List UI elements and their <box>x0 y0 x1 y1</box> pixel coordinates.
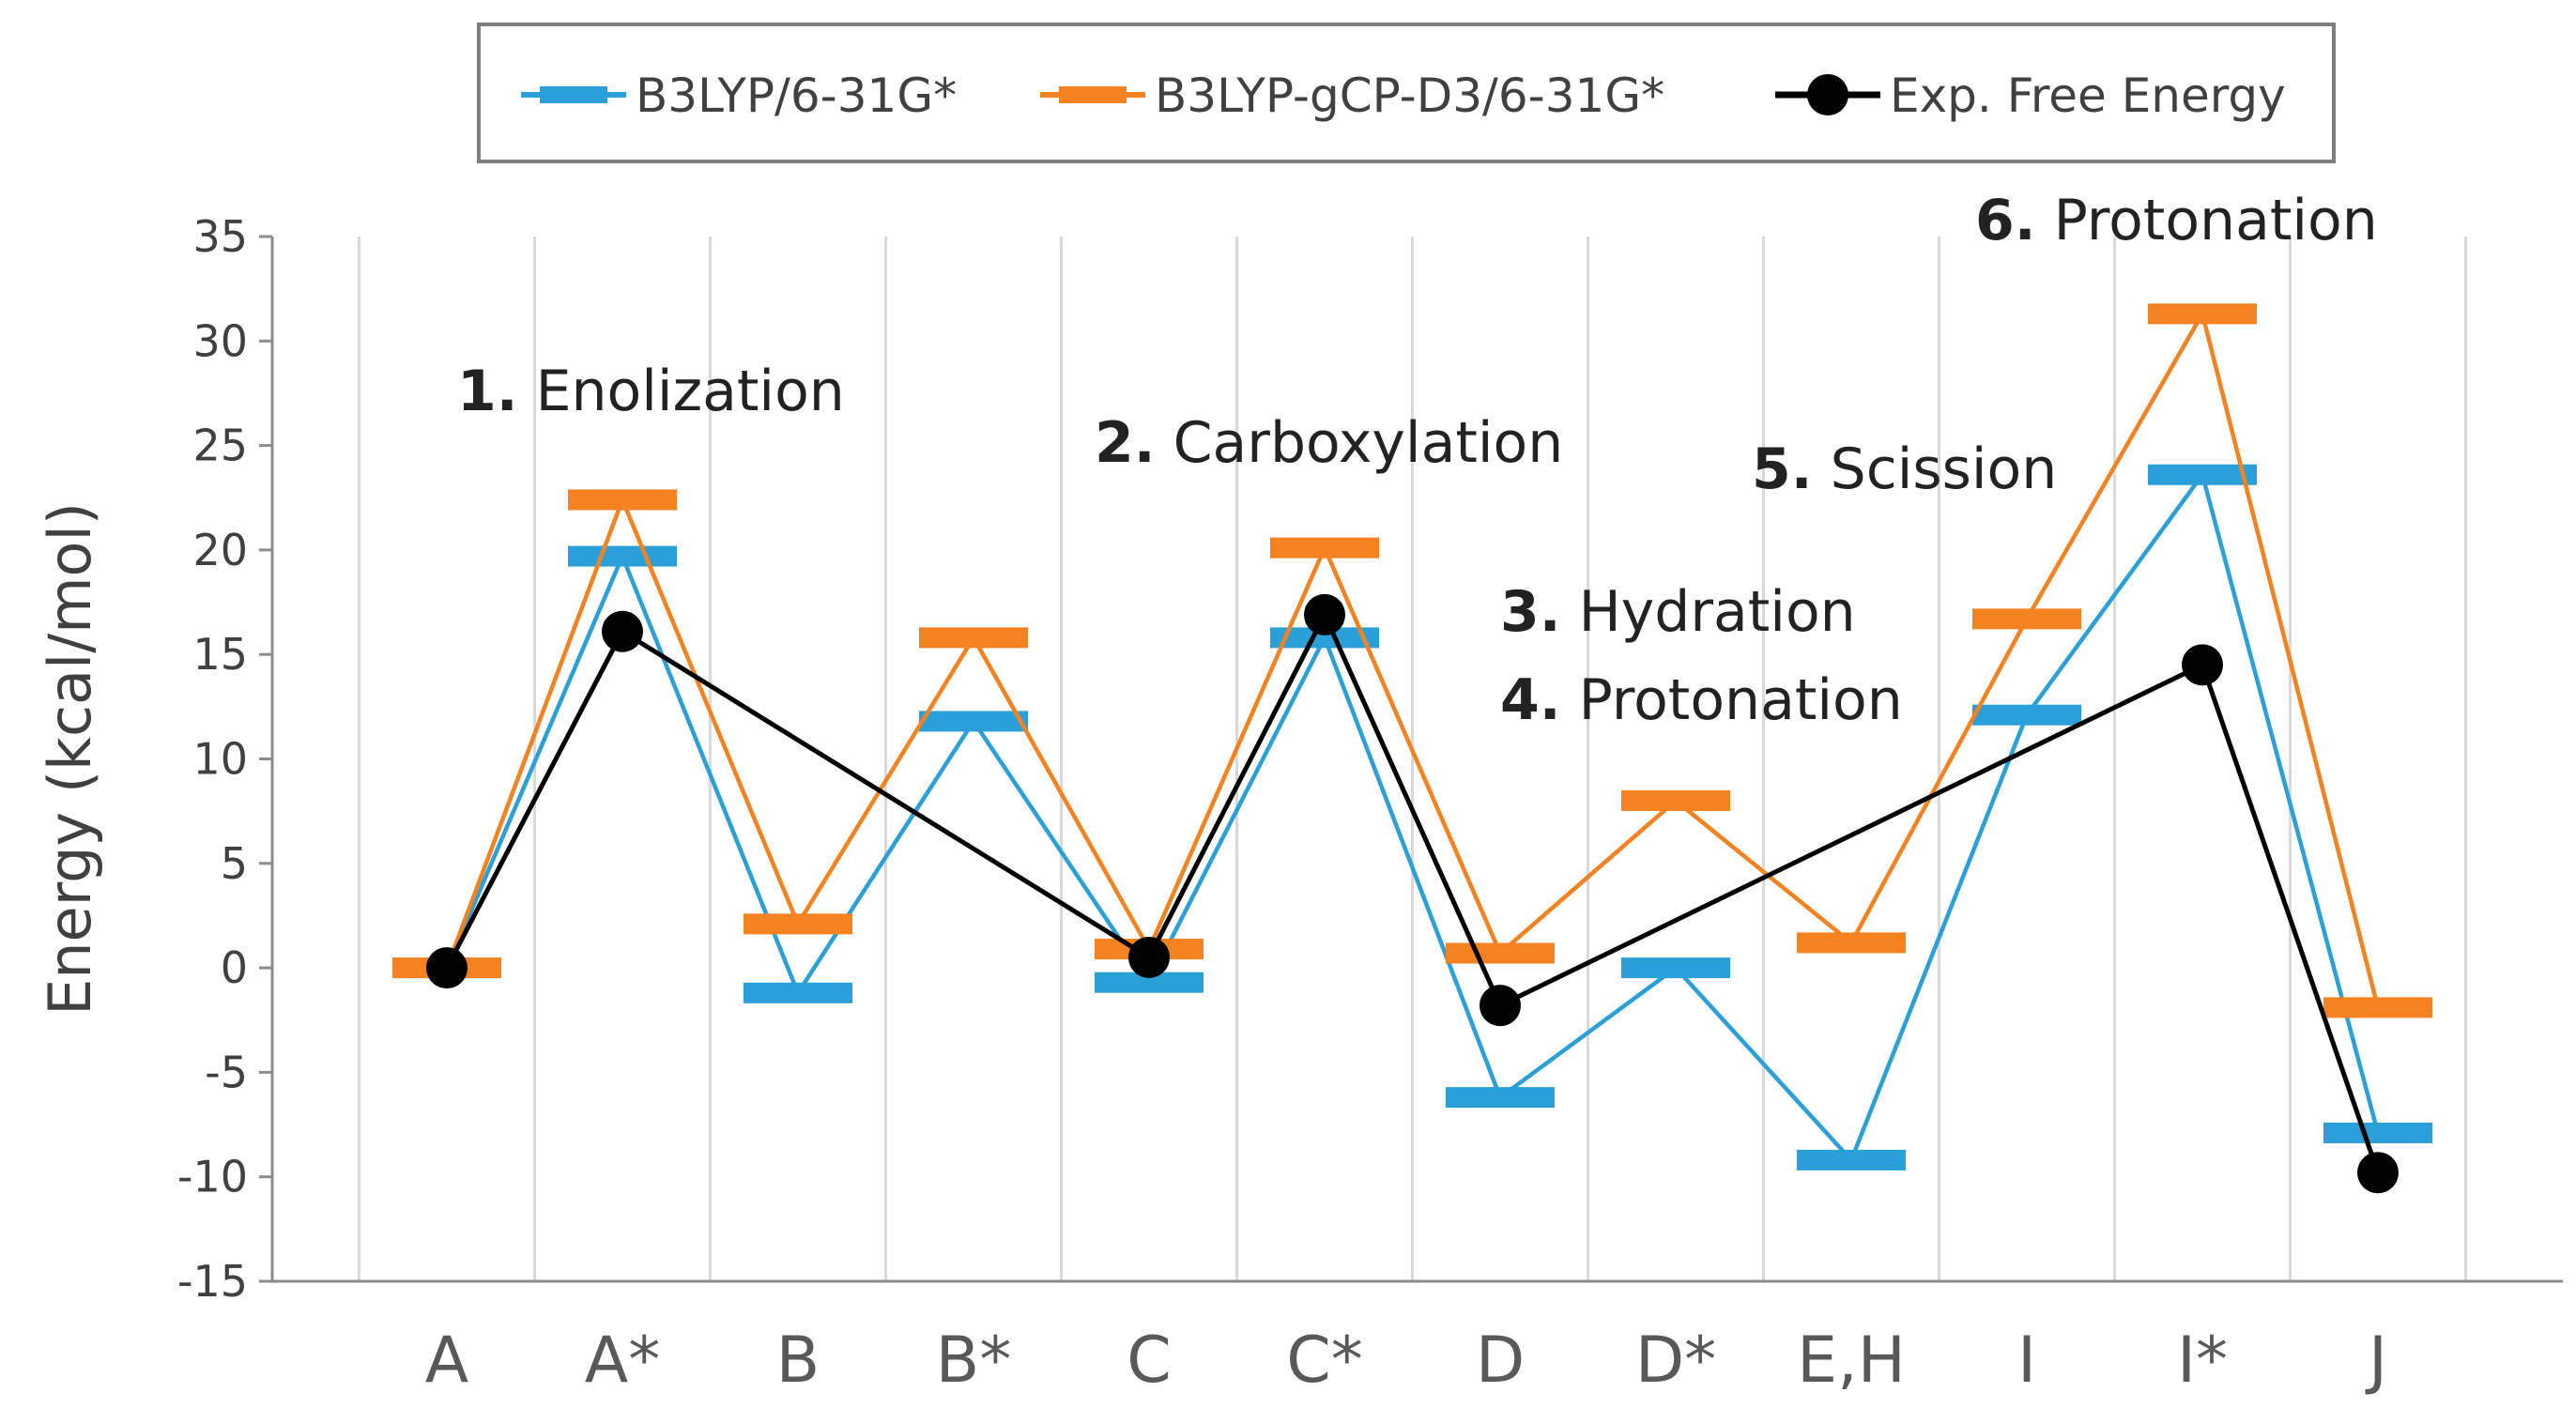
series-exp-free-energy <box>426 593 2399 1194</box>
y-tick-label: -15 <box>177 1256 248 1307</box>
y-tick-label: 20 <box>192 525 248 575</box>
legend-swatch-marker <box>1807 74 1848 115</box>
y-tick-label: 5 <box>221 838 248 889</box>
data-point-exp-free-energy-j <box>2357 1152 2399 1194</box>
data-point-b3lyp-gcp-d3-6-31g-star-i <box>1972 608 2081 630</box>
y-tick-label: 35 <box>192 211 248 262</box>
data-point-b3lyp-6-31g-star-b-star <box>919 711 1028 732</box>
x-category-label: C* <box>1286 1324 1362 1398</box>
data-point-b3lyp-6-31g-star-d-star <box>1621 957 1730 979</box>
legend-label: B3LYP/6-31G* <box>636 69 957 123</box>
label-layer: 1. Enolization 2. Carboxylation 3. Hydrati… <box>457 188 2378 733</box>
y-tick-label: 0 <box>221 942 248 993</box>
grid-layer <box>358 237 2467 1281</box>
legend-box <box>477 23 2336 163</box>
x-category-label: C <box>1127 1324 1171 1398</box>
data-point-exp-free-energy-d <box>1480 985 1521 1027</box>
x-category-label: A* <box>585 1324 661 1398</box>
series-layer <box>392 303 2432 1194</box>
data-point-b3lyp-gcp-d3-6-31g-star-c-star <box>1270 537 1379 559</box>
legend-swatch-marker <box>1059 86 1127 103</box>
y-tick-label: 10 <box>192 734 248 785</box>
annotation-text: Enolization <box>518 359 845 424</box>
annotation-number: 5. <box>1752 436 1813 502</box>
data-point-exp-free-energy-a-star <box>602 610 643 652</box>
annotation-step-1: 1. Enolization <box>457 359 845 424</box>
annotation-text: Protonation <box>2036 188 2378 253</box>
annotation-step-4: 4. Protonation <box>1500 667 1903 733</box>
x-category-label: A <box>425 1324 469 1398</box>
legend-label: Exp. Free Energy <box>1890 69 2286 123</box>
x-category-label: D <box>1476 1324 1525 1398</box>
annotation-number: 1. <box>457 359 518 424</box>
data-point-exp-free-energy-i-star <box>2182 644 2223 686</box>
data-point-b3lyp-gcp-d3-6-31g-star-e-h <box>1797 932 1906 954</box>
y-axis-title: Energy (kcal/mol) <box>36 502 104 1016</box>
annotation-text: Scission <box>1813 436 2058 502</box>
y-tick-label: 25 <box>192 421 248 471</box>
y-tick-label: 15 <box>192 629 248 680</box>
data-point-b3lyp-6-31g-star-d <box>1446 1087 1555 1109</box>
data-point-b3lyp-6-31g-star-i <box>1972 704 2081 726</box>
x-category-label: I* <box>2177 1324 2228 1398</box>
data-point-b3lyp-gcp-d3-6-31g-star-d-star <box>1621 790 1730 812</box>
x-category-label: I <box>2017 1324 2036 1398</box>
annotation-step-3: 3. Hydration <box>1500 579 1856 645</box>
x-category-label: J <box>2365 1324 2387 1398</box>
data-point-b3lyp-gcp-d3-6-31g-star-a-star <box>568 489 677 511</box>
data-point-b3lyp-gcp-d3-6-31g-star-b-star <box>919 627 1028 649</box>
data-point-b3lyp-6-31g-star-e-h <box>1797 1149 1906 1171</box>
data-point-b3lyp-gcp-d3-6-31g-star-i-star <box>2148 303 2257 325</box>
annotation-number: 2. <box>1095 410 1156 476</box>
data-point-b3lyp-6-31g-star-i-star <box>2148 464 2257 485</box>
data-point-exp-free-energy-c-star <box>1304 593 1345 635</box>
data-point-b3lyp-gcp-d3-6-31g-star-d <box>1446 942 1555 964</box>
annotation-text: Protonation <box>1561 667 1903 733</box>
x-category-label: E,H <box>1797 1324 1906 1398</box>
series-b3lyp-gcp-d3-6-31g-star <box>392 303 2432 1018</box>
data-point-exp-free-energy-c <box>1128 936 1170 978</box>
annotation-text: Carboxylation <box>1156 410 1564 476</box>
data-point-b3lyp-gcp-d3-6-31g-star-j <box>2323 997 2432 1018</box>
x-category-label: D* <box>1635 1324 1716 1398</box>
series-line-b3lyp-gcp-d3-6-31g-star <box>444 312 2381 1008</box>
legend-swatch-marker <box>540 86 607 103</box>
annotation-step-2: 2. Carboxylation <box>1095 410 1563 476</box>
data-point-b3lyp-6-31g-star-b <box>744 982 852 1003</box>
annotation-number: 3. <box>1500 579 1561 645</box>
data-point-b3lyp-6-31g-star-j <box>2323 1122 2432 1143</box>
axis-layer: -15 -10 -5 0 5 10 15 20 25 30 35 A A* B B* C C* D D* E,H I I*… <box>36 211 2563 1398</box>
y-tick-label: -10 <box>177 1152 248 1202</box>
data-point-b3lyp-gcp-d3-6-31g-star-b <box>744 913 852 935</box>
legend-label: B3LYP-gCP-D3/6-31G* <box>1155 69 1664 123</box>
x-category-label: B <box>776 1324 820 1398</box>
data-point-b3lyp-6-31g-star-c-star <box>1270 627 1379 649</box>
annotation-step-6: 6. Protonation <box>1975 188 2378 253</box>
annotation-text: Hydration <box>1561 579 1856 645</box>
data-point-exp-free-energy-a <box>426 947 468 989</box>
legend: B3LYP/6-31G* B3LYP-gCP-D3/6-31G* Exp. Free… <box>477 23 2336 163</box>
annotation-number: 6. <box>1975 188 2036 253</box>
x-category-label: B* <box>936 1324 1012 1398</box>
data-point-b3lyp-6-31g-star-c <box>1095 972 1204 993</box>
annotation-step-5: 5. Scission <box>1752 436 2057 502</box>
y-tick-label: -5 <box>205 1047 248 1097</box>
y-tick-label: 30 <box>192 315 248 366</box>
annotation-number: 4. <box>1500 667 1561 733</box>
data-point-b3lyp-6-31g-star-a-star <box>568 545 677 567</box>
